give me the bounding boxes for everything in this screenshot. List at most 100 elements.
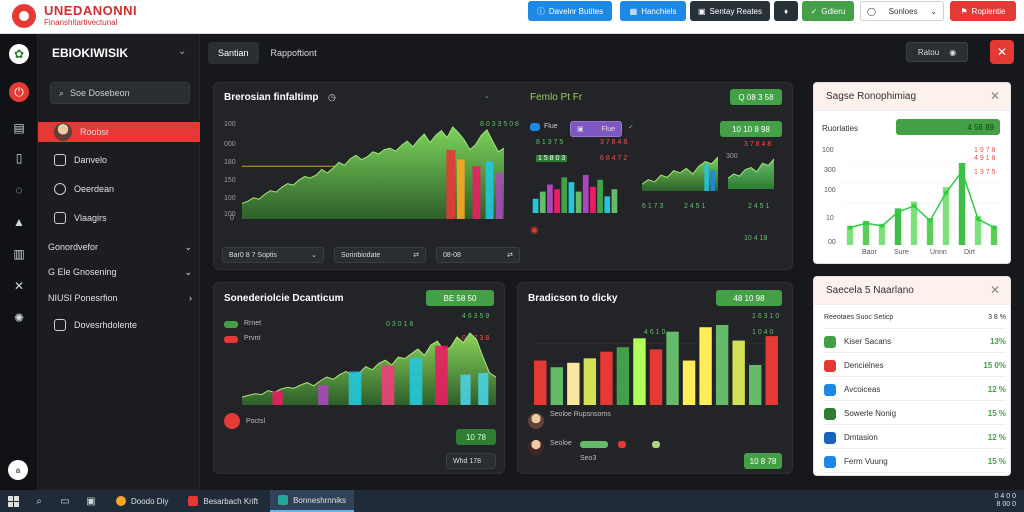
search-icon: ⌕ <box>59 87 65 98</box>
list-item[interactable]: Kiser Sacans 13% <box>824 331 1006 353</box>
ratio-button[interactable]: Ratou ◉ <box>906 42 968 62</box>
top-button-7[interactable]: ⚑ Roplentie <box>950 1 1016 21</box>
flask-icon[interactable]: ▲ <box>13 215 25 229</box>
bell-button[interactable]: ♦ <box>774 1 798 21</box>
series-line <box>242 126 504 204</box>
panel2-chip[interactable]: Whd 178 <box>446 453 496 469</box>
top-select[interactable]: ◯ Sonloes ⌄ <box>860 1 944 21</box>
shield-icon[interactable]: ◌ <box>15 183 23 197</box>
app-icon <box>188 496 199 506</box>
bar-12 <box>732 340 745 405</box>
top-button-1[interactable]: ⓘ Davelnr Butites <box>528 1 612 21</box>
sidebar-item-0[interactable]: Roobsr <box>38 122 200 142</box>
sidebar-item-3[interactable]: Vlaagirs <box>38 208 200 228</box>
sidebar-group-0[interactable]: Gonordvefor ⌄ <box>48 242 192 252</box>
sidebar-item-2[interactable]: Oeerdean <box>38 179 200 199</box>
tick-green-0: 8 1 3 7 5 <box>536 139 564 146</box>
book-icon[interactable]: ▯ <box>15 151 23 165</box>
mini-area-chart <box>642 156 718 191</box>
close-icon[interactable]: ✕ <box>989 283 1000 297</box>
top-button-5[interactable]: ✓ Gdieru <box>802 1 854 21</box>
top-button-2[interactable]: ▦ Hanchiels <box>620 1 686 21</box>
overlay-bar-1 <box>710 170 715 191</box>
panel2-small-button[interactable]: 10 78 <box>456 429 496 445</box>
power-icon[interactable]: ⏻ <box>9 82 29 102</box>
brand-subtitle: Finanshitartivectunal <box>44 18 118 27</box>
sidebar-subitem[interactable]: Dovesrhdolente <box>38 315 200 335</box>
panel2-action-button[interactable]: BE 58 50 <box>426 290 494 306</box>
mini-action-button[interactable]: 10 10 8 98 <box>720 121 782 137</box>
list-item[interactable]: Ferm Vuung 15 % <box>824 451 1006 473</box>
y-tick: 10 <box>826 215 834 222</box>
trend-point-1 <box>864 221 868 226</box>
bar-7 <box>649 349 663 405</box>
document-icon[interactable]: ▤ <box>13 121 25 135</box>
panel3-small-button[interactable]: 10 8 78 <box>744 453 782 469</box>
app-logo-icon[interactable]: ✿ <box>9 44 29 64</box>
list-item[interactable]: Sowerle Nonig 15 % <box>824 403 1006 425</box>
trend-point-0 <box>848 225 852 230</box>
task-view-icon[interactable]: ▭ <box>60 495 70 507</box>
sidebar-group-1[interactable]: G Ele Gnosening ⌄ <box>48 267 192 277</box>
bottom-label: Poctsl <box>246 418 266 425</box>
panel3-tag-0: 1 6 3 1 0 <box>752 313 780 320</box>
chevron-down-icon[interactable]: ⌄ <box>484 93 490 100</box>
filter-chip-1[interactable]: Sorinbiodate ⇄ <box>334 247 426 263</box>
ranking-value-bar[interactable]: 4 56 89 <box>896 119 1000 135</box>
bar-6 <box>942 187 950 245</box>
tools-icon[interactable]: ✕ <box>13 279 25 293</box>
palette-icon[interactable]: ✺ <box>13 311 25 325</box>
tab-1[interactable]: Rappoftiont <box>270 48 317 58</box>
sidebar-item-1[interactable]: Danvelo <box>38 150 200 170</box>
avatar <box>224 413 240 429</box>
app-icon <box>824 383 836 396</box>
top-button-3[interactable]: ▣ Sentay Reates <box>690 1 770 21</box>
list-item[interactable]: Avcoiceas 12 % <box>824 379 1006 401</box>
globe-icon: ◯ <box>867 6 876 16</box>
filter-chip-0[interactable]: Bar0 8 7 Soptis ⌄ <box>222 247 324 263</box>
bar-6 <box>575 191 582 213</box>
list-item[interactable]: Dmtasion 12 % <box>824 427 1006 449</box>
taskbar: ⌕ ▭ ▣ Doodo Diy Besarbach Krift Bonneshr… <box>0 490 1024 512</box>
tab-0[interactable]: Santian <box>208 42 259 64</box>
bar-9 <box>990 225 998 245</box>
clock-icon[interactable]: ◷ <box>328 92 336 102</box>
system-clock[interactable]: 0 4 0 0 8 00 0 <box>994 493 1016 508</box>
bar-4 <box>910 201 918 245</box>
mini2-ylabel: 300 <box>726 153 738 160</box>
store-icon[interactable]: ▣ <box>86 495 96 507</box>
taskbar-app-2[interactable]: Bonneshrnniks <box>270 490 354 512</box>
flag-icon: ⚑ <box>960 6 968 16</box>
chevron-down-icon[interactable]: ⌄ <box>178 46 187 57</box>
taskbar-app-1[interactable]: Besarbach Krift <box>180 490 266 512</box>
search-input[interactable]: ⌕ Soe Dosebeon <box>50 82 190 104</box>
list-item[interactable]: Dencielnes 15 0% <box>824 355 1006 377</box>
sub-action-button[interactable]: Q 08 3 58 <box>730 89 782 105</box>
taskbar-app-0[interactable]: Doodo Diy <box>108 490 176 512</box>
bar-9 <box>682 360 696 405</box>
user-avatar-small[interactable]: a <box>8 460 28 480</box>
panel3-action-button[interactable]: 48 10 98 <box>716 290 782 306</box>
clipboard-icon[interactable]: ▥ <box>13 247 25 261</box>
mini2-button[interactable]: 10 4 18 <box>744 235 768 242</box>
market-area-chart <box>242 126 504 219</box>
close-icon[interactable]: ✕ <box>989 89 1000 103</box>
mini-chip[interactable]: ▣ Flue <box>570 121 622 137</box>
overlay-bar-5 <box>435 345 448 405</box>
tick-red-1: 6 8 4 7 2 <box>600 155 628 162</box>
app-icon <box>278 495 289 505</box>
search-icon[interactable]: ⌕ <box>36 495 42 507</box>
brand-title: UNEDANONNI <box>44 3 138 18</box>
overlay-bar-4 <box>496 172 503 219</box>
alert-icon: ◉ <box>530 225 539 236</box>
info-icon: ⓘ <box>536 6 545 16</box>
panel3-title: Bradicson to dicky <box>528 293 618 304</box>
y-tick: 150 <box>224 177 236 184</box>
sidebar-group-2[interactable]: NIUSI Ponesrfion › <box>48 293 192 303</box>
panel-daily-bars: Bradicson to dicky 48 10 98 1 6 3 1 0 4 … <box>517 282 793 474</box>
filter-chip-2[interactable]: 08-08 ⇄ <box>436 247 520 263</box>
legend-text-1: Seoloe <box>550 440 572 447</box>
close-button[interactable]: ✕ <box>990 40 1014 64</box>
windows-start-icon[interactable] <box>0 490 26 512</box>
overlay-bar-2 <box>348 371 362 405</box>
